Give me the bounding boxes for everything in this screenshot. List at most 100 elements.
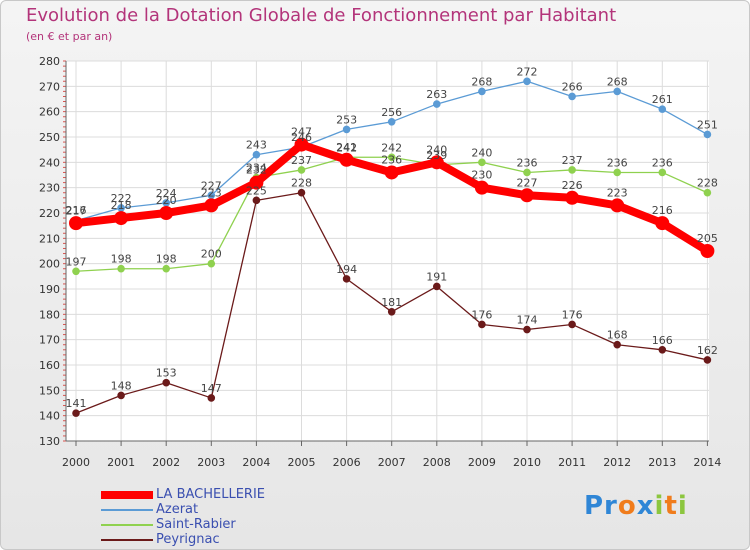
data-label: 176 [562,308,583,321]
data-point[interactable] [610,198,625,213]
data-point[interactable] [478,320,486,329]
y-tick-label: 160 [39,359,60,372]
legend-label: Saint-Rabier [156,517,236,532]
legend-swatch [101,524,153,526]
data-label: 236 [652,156,673,169]
data-point[interactable] [297,166,306,174]
data-point[interactable] [613,340,622,349]
data-point[interactable] [387,308,396,316]
y-tick-label: 220 [39,207,60,220]
y-tick-label: 140 [39,410,60,423]
data-point[interactable] [568,320,576,329]
data-point[interactable] [387,153,396,162]
data-point[interactable] [297,188,306,197]
data-point[interactable] [252,150,261,159]
data-point[interactable] [703,130,712,139]
data-label: 218 [111,199,132,212]
logo-part: t [664,491,678,521]
x-tick-label: 2007 [378,456,406,469]
data-label: 227 [201,179,222,192]
data-point[interactable] [478,158,486,167]
y-tick-label: 190 [39,283,60,296]
data-label: 220 [156,194,177,207]
x-tick-label: 2003 [197,456,225,469]
data-label: 240 [471,146,492,159]
chart-subtitle: (en € et par an) [26,30,113,43]
data-point[interactable] [294,137,309,152]
data-label: 236 [607,156,628,169]
legend-label: Peyrignac [156,532,220,547]
data-point[interactable] [162,378,170,387]
y-tick-label: 260 [39,106,60,119]
data-point[interactable] [433,100,441,108]
data-point[interactable] [252,196,261,205]
data-label: 237 [562,154,583,167]
data-label: 247 [291,126,312,139]
data-point[interactable] [568,92,576,101]
data-point[interactable] [658,105,667,113]
data-point[interactable] [159,206,174,220]
data-label: 168 [607,329,628,342]
data-point[interactable] [69,216,83,231]
data-point[interactable] [700,244,715,258]
data-point[interactable] [249,175,264,190]
data-point[interactable] [613,87,622,96]
data-point[interactable] [204,198,219,213]
data-point[interactable] [339,152,354,167]
logo-part: i [677,491,688,521]
data-label: 223 [607,186,628,199]
data-label: 251 [697,118,718,131]
data-label: 246 [291,131,312,144]
y-tick-label: 150 [39,384,60,397]
data-point[interactable] [387,118,396,126]
data-point[interactable] [384,165,399,180]
x-tick-label: 2012 [603,456,631,469]
data-label: 228 [697,177,718,190]
y-tick-label: 200 [39,258,60,271]
logo-part: Pr [584,491,618,521]
data-point[interactable] [429,155,444,170]
data-label: 268 [471,75,492,88]
data-point[interactable] [520,188,534,203]
data-label: 166 [652,334,673,347]
x-tick-label: 2014 [693,456,721,469]
data-point[interactable] [474,180,489,195]
data-point[interactable] [207,394,216,402]
data-label: 243 [246,139,267,152]
data-point[interactable] [568,166,576,174]
data-point[interactable] [342,275,351,283]
y-tick-label: 130 [39,435,60,448]
data-point[interactable] [613,168,622,177]
data-label: 216 [66,204,87,217]
data-point[interactable] [162,264,170,273]
data-label: 236 [381,153,402,166]
data-point[interactable] [523,77,531,86]
data-point[interactable] [703,356,712,364]
data-point[interactable] [72,267,80,276]
data-point[interactable] [478,87,486,96]
data-point[interactable] [703,188,712,197]
data-label: 228 [291,177,312,190]
x-tick-label: 2013 [648,456,676,469]
x-tick-label: 2011 [558,456,586,469]
data-point[interactable] [658,346,667,354]
data-point[interactable] [655,216,670,231]
data-point[interactable] [117,264,125,273]
x-tick-label: 2006 [333,456,361,469]
data-point[interactable] [342,125,351,134]
data-point[interactable] [523,168,531,177]
data-label: 236 [517,156,538,169]
data-point[interactable] [433,282,441,291]
data-point[interactable] [117,391,125,400]
data-point[interactable] [207,259,216,268]
data-point[interactable] [72,409,80,417]
x-tick-label: 2001 [107,456,135,469]
legend-label: Azerat [156,502,199,517]
data-label: 242 [381,141,402,154]
data-point[interactable] [114,211,129,226]
data-point[interactable] [523,325,531,334]
data-point[interactable] [565,190,580,205]
data-label: 217 [66,205,87,218]
data-point[interactable] [658,168,667,177]
